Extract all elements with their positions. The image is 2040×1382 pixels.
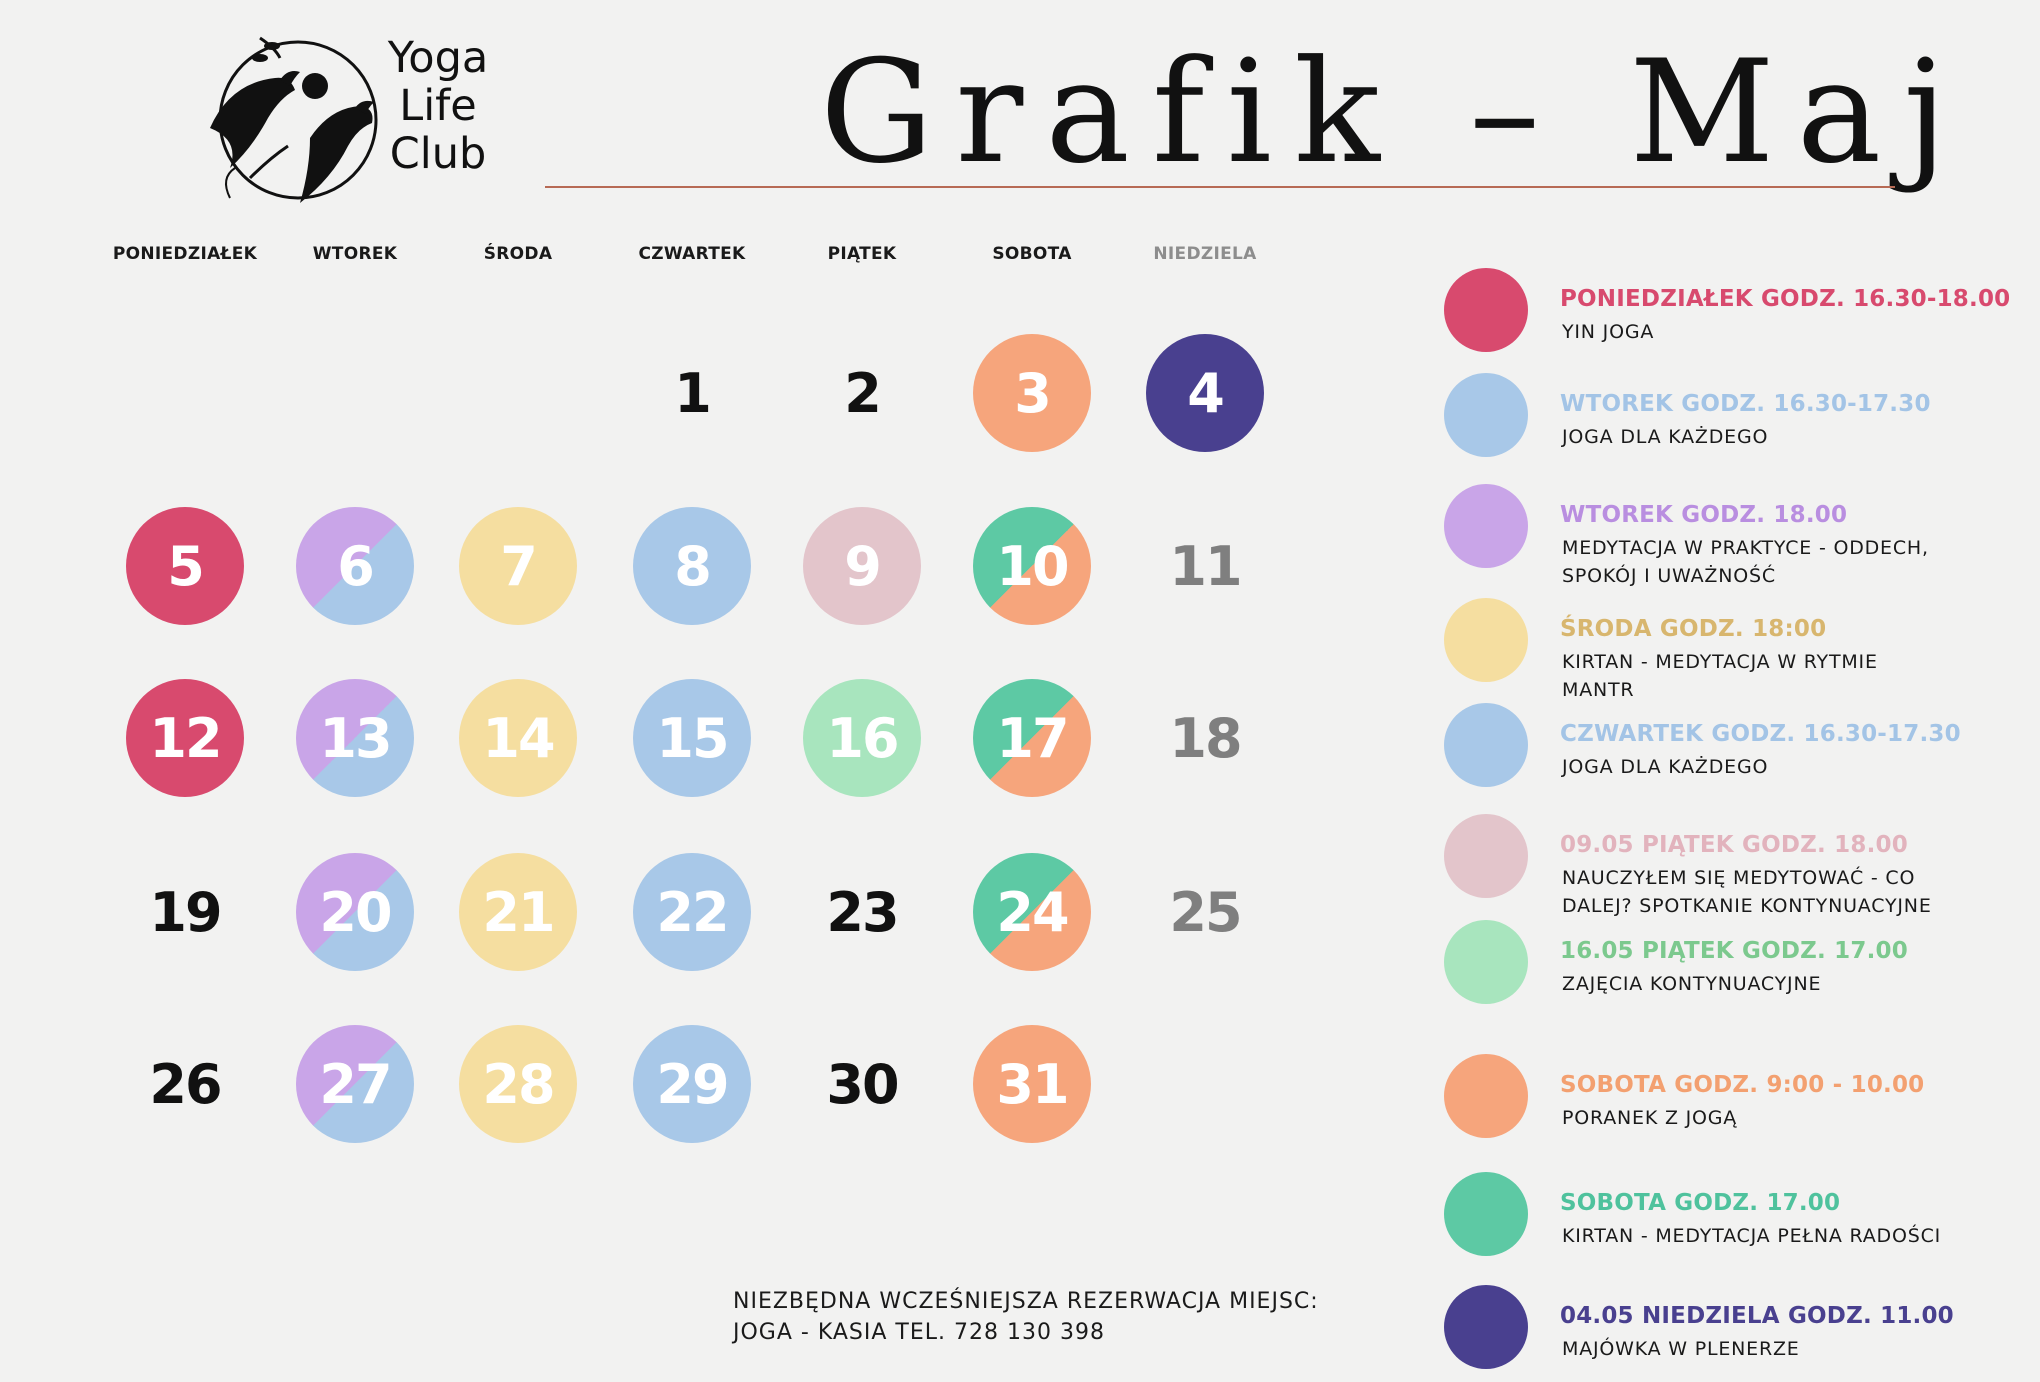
legend-title: SOBOTA GODZ. 9:00 - 10.00 [1560, 1072, 1925, 1098]
weekday-7: NIEDZIELA [1153, 244, 1257, 264]
calendar-day: 23 [826, 880, 899, 944]
calendar-day: 15 [633, 679, 751, 797]
legend-description: JOGA DLA KAŻDEGO [1562, 756, 1769, 778]
calendar-day: 31 [973, 1025, 1091, 1143]
legend-description: KIRTAN - MEDYTACJA PEŁNA RADOŚCI [1562, 1225, 1942, 1247]
legend-description: MAJÓWKA W PLENERZE [1562, 1338, 1800, 1360]
weekday-1: PONIEDZIAŁEK [112, 244, 258, 264]
calendar-day: 27 [296, 1025, 414, 1143]
calendar-day: 12 [126, 679, 244, 797]
legend-title: WTOREK GODZ. 16.30-17.30 [1560, 391, 1931, 417]
legend-title: SOBOTA GODZ. 17.00 [1560, 1190, 1841, 1216]
calendar-day: 4 [1146, 334, 1264, 452]
legend-description: KIRTAN - MEDYTACJA W RYTMIE MANTR [1562, 651, 1878, 701]
title-divider [545, 186, 1895, 188]
calendar-day: 25 [1169, 880, 1242, 944]
reservation-line-1: NIEZBĘDNA WCZEŚNIEJSZA REZERWACJA MIEJSC… [733, 1289, 1319, 1314]
calendar-day: 24 [973, 853, 1091, 971]
weekday-6: SOBOTA [992, 244, 1072, 264]
calendar-day: 7 [459, 507, 577, 625]
calendar-day: 21 [459, 853, 577, 971]
legend-color-dot [1444, 814, 1528, 898]
legend-description: YIN JOGA [1562, 321, 1655, 343]
calendar-day: 20 [296, 853, 414, 971]
calendar-day: 22 [633, 853, 751, 971]
calendar-day: 30 [826, 1052, 899, 1116]
logo-text: Yoga Life Club [378, 34, 498, 178]
legend-title: 09.05 PIĄTEK GODZ. 18.00 [1560, 832, 1908, 858]
calendar-day: 2 [844, 361, 882, 425]
calendar-day: 16 [803, 679, 921, 797]
legend-color-dot [1444, 268, 1528, 352]
calendar-day: 17 [973, 679, 1091, 797]
legend-color-dot [1444, 484, 1528, 568]
legend-title: CZWARTEK GODZ. 16.30-17.30 [1560, 721, 1961, 747]
weekday-5: PIĄTEK [827, 244, 897, 264]
legend-description: NAUCZYŁEM SIĘ MEDYTOWAĆ - CO DALEJ? SPOT… [1562, 867, 1932, 917]
legend-description: ZAJĘCIA KONTYNUACYJNE [1562, 973, 1822, 995]
calendar-day: 1 [674, 361, 712, 425]
legend-color-dot [1444, 598, 1528, 682]
reservation-line-2: JOGA - KASIA TEL. 728 130 398 [733, 1320, 1105, 1345]
weekday-3: ŚRODA [483, 244, 553, 264]
legend-title: PONIEDZIAŁEK GODZ. 16.30-18.00 [1560, 286, 2011, 312]
logo-birds-icon [210, 36, 378, 203]
legend-title: WTOREK GODZ. 18.00 [1560, 502, 1848, 528]
legend-color-dot [1444, 703, 1528, 787]
logo-line-3: Club [389, 129, 487, 179]
reservation-note: NIEZBĘDNA WCZEŚNIEJSZA REZERWACJA MIEJSC… [733, 1286, 1319, 1348]
calendar-day: 28 [459, 1025, 577, 1143]
calendar-day: 18 [1169, 706, 1242, 770]
calendar-day: 6 [296, 507, 414, 625]
legend-color-dot [1444, 1285, 1528, 1369]
weekday-4: CZWARTEK [638, 244, 746, 264]
calendar-day: 11 [1169, 534, 1242, 598]
legend-color-dot [1444, 373, 1528, 457]
legend-color-dot [1444, 920, 1528, 1004]
calendar-day: 10 [973, 507, 1091, 625]
calendar-day: 19 [149, 880, 222, 944]
weekday-2: WTOREK [312, 244, 398, 264]
legend-title: 16.05 PIĄTEK GODZ. 17.00 [1560, 938, 1908, 964]
calendar-day: 8 [633, 507, 751, 625]
legend-description: MEDYTACJA W PRAKTYCE - ODDECH, SPOKÓJ I … [1562, 537, 1929, 587]
legend-title: 04.05 NIEDZIELA GODZ. 11.00 [1560, 1303, 1954, 1329]
calendar-day: 5 [126, 507, 244, 625]
legend-color-dot [1444, 1172, 1528, 1256]
calendar-day: 14 [459, 679, 577, 797]
legend-description: PORANEK Z JOGĄ [1562, 1107, 1738, 1129]
logo-line-2: Life [399, 81, 477, 131]
page-title: Grafik – Maj [820, 30, 1970, 195]
legend-color-dot [1444, 1054, 1528, 1138]
calendar-day: 3 [973, 334, 1091, 452]
calendar-day: 29 [633, 1025, 751, 1143]
legend-description: JOGA DLA KAŻDEGO [1562, 426, 1769, 448]
legend-title: ŚRODA GODZ. 18:00 [1560, 616, 1827, 642]
calendar-day: 13 [296, 679, 414, 797]
logo-line-1: Yoga [387, 33, 489, 83]
calendar-day: 26 [149, 1052, 222, 1116]
calendar-day: 9 [803, 507, 921, 625]
